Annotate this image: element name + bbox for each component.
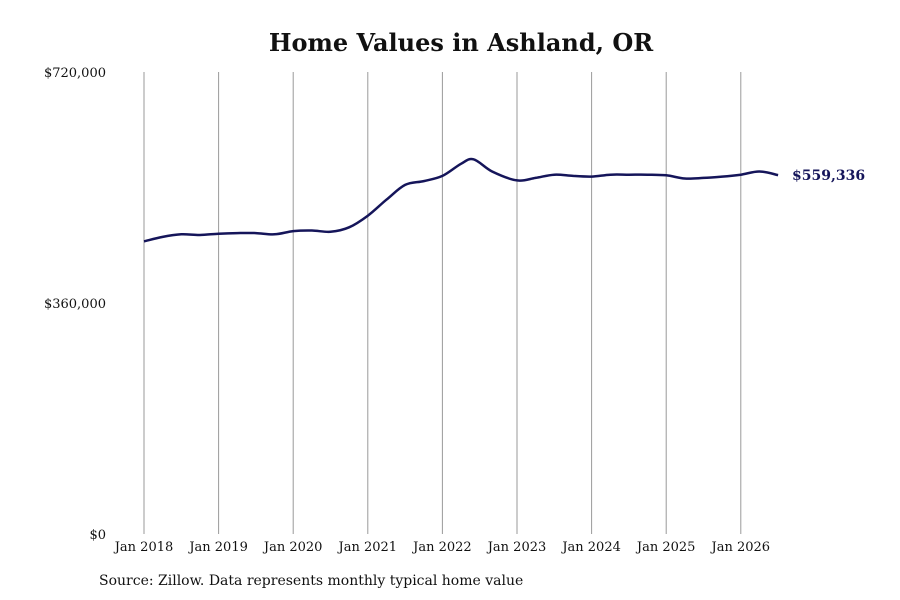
x-tick-label: Jan 2025 <box>635 540 696 555</box>
x-tick-label: Jan 2026 <box>710 540 771 555</box>
x-tick-label: Jan 2024 <box>560 540 621 555</box>
x-tick-label: Jan 2021 <box>337 540 398 555</box>
source-note: Source: Zillow. Data represents monthly … <box>99 573 524 589</box>
series-line-0 <box>143 157 779 243</box>
x-tick-label: Jan 2022 <box>411 540 472 555</box>
end-value-label: $559,336 <box>792 168 865 184</box>
x-tick-label: Jan 2019 <box>187 540 248 555</box>
chart-title: Home Values in Ashland, OR <box>268 28 654 57</box>
x-tick-label: Jan 2023 <box>486 540 547 555</box>
y-tick-label: $720,000 <box>44 66 106 81</box>
y-tick-label: $360,000 <box>44 297 106 312</box>
y-tick-label: $0 <box>89 528 106 543</box>
x-tick-label: Jan 2020 <box>262 540 323 555</box>
x-tick-label: Jan 2018 <box>113 540 174 555</box>
